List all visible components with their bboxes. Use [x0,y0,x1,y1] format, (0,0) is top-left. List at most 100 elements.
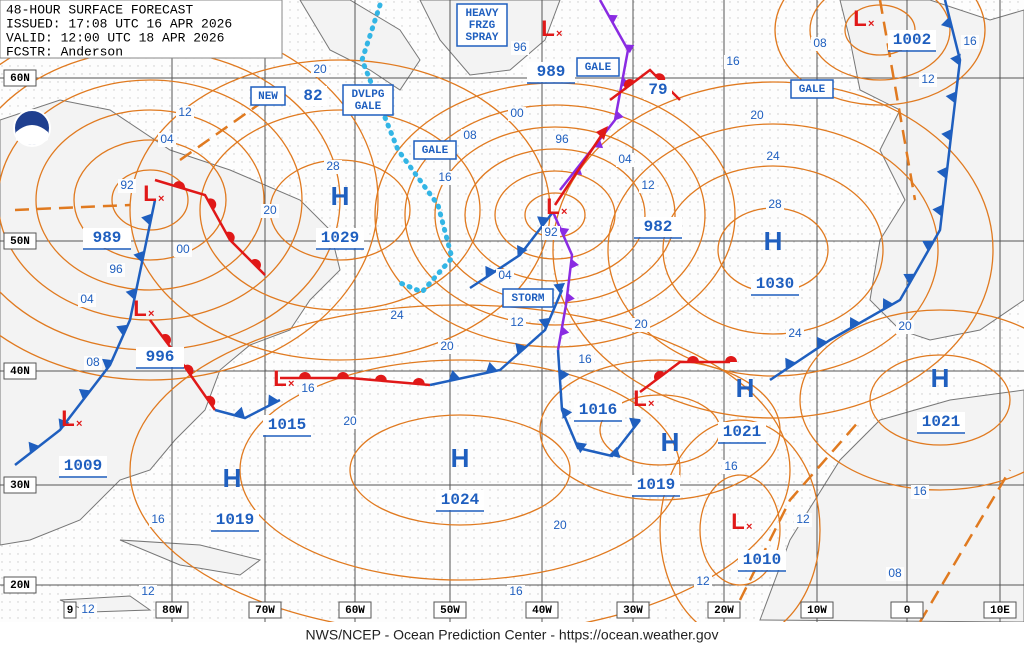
isobar-label: 20 [263,203,277,217]
isobar-label-box [766,198,784,212]
pressure-value: 989 [537,63,566,81]
pressure-value: 982 [644,218,673,236]
isobar-label: 20 [634,317,648,331]
isobar-label-box [299,382,317,396]
isobar [129,59,551,361]
cold-front-barb [608,446,621,458]
low-symbol: L [853,6,866,31]
lat-label: 60N [10,73,30,85]
isobar-label: 28 [768,197,782,211]
pressure-value-box [634,217,682,237]
low-symbol: L [143,181,156,206]
isobar-label: 04 [160,132,174,146]
pressure-value: 79 [648,81,667,99]
isobar [799,309,1024,491]
isobar-label: 20 [343,414,357,428]
occluded-front-barb [608,14,618,24]
cold-front-barb [945,91,957,104]
isobar [239,359,681,581]
isobar-label: 16 [726,54,740,68]
isobar [349,414,571,526]
header-line: 48-HOUR SURFACE FORECAST [6,2,193,17]
cold-front-barb [922,240,934,252]
warning-text: STORM [511,293,544,305]
cold-front-barb [629,417,641,429]
lon-label-box [983,601,1017,619]
cold-front-barb [116,324,128,336]
low-symbol: L [731,509,744,534]
pressure-value-box [574,400,622,420]
isobar-label-box [311,63,329,77]
warning-text: DVLPG [351,89,384,101]
trough [918,469,1012,622]
north-america [0,99,341,546]
warning-box [576,57,620,77]
isobar-label: 04 [498,268,512,282]
isobar-label-box [508,316,526,330]
low-center-mark: × [158,193,164,205]
warning-text: FRZG [469,20,496,32]
warm-front-barb [173,181,185,189]
cold-front-barb [936,166,948,179]
storm-track [553,129,607,206]
low-center-mark: × [556,28,562,40]
lon-label: 20W [714,605,734,617]
land [0,0,1024,622]
warning-box [342,84,394,116]
isobar-label-box [78,293,96,307]
lon-label-box [525,601,559,619]
trough [878,0,917,201]
isobar-label: 16 [724,459,738,473]
isobar-label: 16 [438,170,452,184]
isobar-label-box [542,226,560,240]
warm-front-barb [687,356,699,362]
high-symbol: H [931,363,950,393]
warning-text: GALE [585,62,612,74]
isobar-label-box [551,519,569,533]
isobar-label-box [694,575,712,589]
isobar [869,354,1011,446]
lon-label-box [338,601,372,619]
isobar-label: 12 [796,512,810,526]
warning-text: GALE [355,101,382,113]
isobar-label-box [79,603,97,617]
warm-front-barb [207,198,217,210]
isobar-label-box [616,153,634,167]
isobar-label: 08 [86,355,100,369]
isobar-label: 12 [921,72,935,86]
warning-text: NEW [258,91,278,103]
lat-label-box [3,362,37,380]
pressure-value: 1030 [756,275,794,293]
lon-label-box [155,601,189,619]
isobar-label-box [632,318,650,332]
pressure-value-box [59,456,107,476]
cold-front-barb [882,298,894,310]
high-symbol: H [331,181,350,211]
occluded-front-barb [560,326,570,337]
cold-front-barb [537,216,549,228]
cold-front-barb [268,394,279,407]
isobar-label-box [507,585,525,599]
cold-front [556,349,641,458]
lon-label: 70W [255,605,275,617]
lon-label-box [707,601,741,619]
cold-front-barb [133,250,145,263]
isobar-label: 28 [326,159,340,173]
isobar-label: 24 [766,149,780,163]
warm-front-barb [412,378,425,385]
low-center-mark: × [561,206,567,218]
pressure-value-box [263,415,311,435]
isobar-label-box [919,73,937,87]
lat-label-box [3,232,37,250]
isobar-label-box [511,41,529,55]
isobar-label: 08 [463,128,477,142]
pressure-value: 1019 [216,511,254,529]
low-symbol: L [633,386,646,411]
isobar-label-box [794,513,812,527]
lon-label: 80W [162,605,182,617]
warm-front-barb [654,371,665,381]
isobar-label-box [896,320,914,334]
fronts [14,0,1012,622]
pressure-value: 1029 [321,229,359,247]
